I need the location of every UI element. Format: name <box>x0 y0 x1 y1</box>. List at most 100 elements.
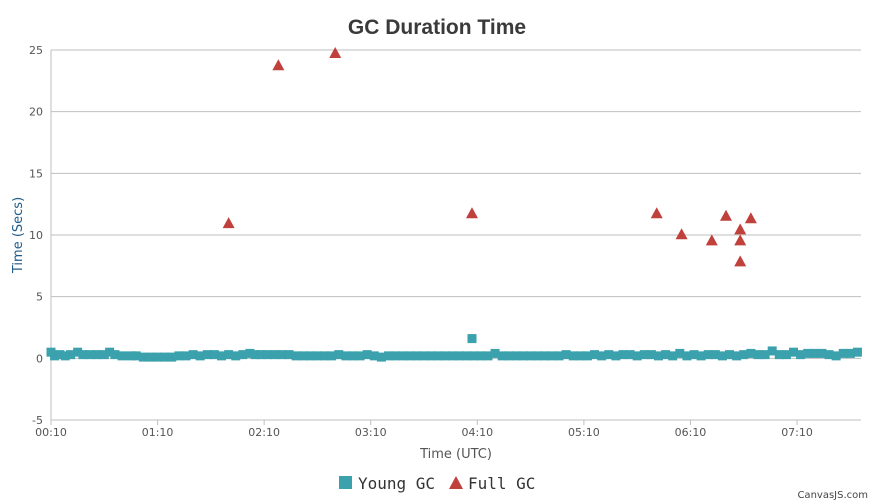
young-gc-point[interactable] <box>746 348 756 358</box>
young-gc-point[interactable] <box>327 351 337 361</box>
young-gc-point[interactable] <box>654 351 663 361</box>
young-gc-point[interactable] <box>224 350 234 360</box>
full-gc-point[interactable] <box>734 234 747 246</box>
young-gc-point[interactable] <box>838 348 848 358</box>
young-gc-point[interactable] <box>440 351 450 361</box>
young-gc-point[interactable] <box>845 348 855 358</box>
young-gc-point[interactable] <box>312 351 322 361</box>
young-gc-point[interactable] <box>462 351 472 361</box>
young-gc-point[interactable] <box>646 350 656 360</box>
young-gc-point[interactable] <box>256 350 266 360</box>
young-gc-point[interactable] <box>263 350 273 360</box>
young-gc-point[interactable] <box>639 350 649 360</box>
young-gc-point[interactable] <box>202 350 212 360</box>
young-gc-point[interactable] <box>497 351 507 361</box>
full-gc-point[interactable] <box>705 234 718 246</box>
young-gc-point[interactable] <box>66 350 76 360</box>
young-gc-point[interactable] <box>245 348 255 358</box>
young-gc-point[interactable] <box>575 351 585 361</box>
young-gc-point[interactable] <box>696 351 706 361</box>
young-gc-point[interactable] <box>817 348 827 358</box>
young-gc-point[interactable] <box>533 351 543 361</box>
young-gc-point[interactable] <box>334 350 344 360</box>
young-gc-point[interactable] <box>618 350 628 360</box>
young-gc-point[interactable] <box>739 350 749 360</box>
young-gc-point[interactable] <box>348 351 358 361</box>
young-gc-point[interactable] <box>455 351 465 361</box>
young-gc-point[interactable] <box>519 351 528 361</box>
young-gc-point[interactable] <box>767 346 777 356</box>
young-gc-point[interactable] <box>717 351 727 361</box>
young-gc-point[interactable] <box>174 351 184 361</box>
young-gc-point[interactable] <box>703 350 713 360</box>
full-gc-point[interactable] <box>675 228 688 240</box>
young-gc-point[interactable] <box>675 348 685 358</box>
young-gc-point[interactable] <box>291 351 301 361</box>
young-gc-point[interactable] <box>167 352 177 362</box>
young-gc-point[interactable] <box>384 351 393 361</box>
young-gc-point[interactable] <box>145 352 155 362</box>
young-gc-point[interactable] <box>73 347 83 357</box>
young-gc-point[interactable] <box>110 350 120 360</box>
young-gc-point[interactable] <box>547 351 557 361</box>
young-gc-point[interactable] <box>412 351 422 361</box>
young-gc-point[interactable] <box>426 351 436 361</box>
young-gc-point[interactable] <box>831 351 841 361</box>
full-gc-point[interactable] <box>744 212 757 224</box>
full-gc-point[interactable] <box>222 217 235 229</box>
young-gc-point[interactable] <box>476 351 486 361</box>
young-gc-point[interactable] <box>789 347 798 357</box>
young-gc-point[interactable] <box>284 350 294 360</box>
young-gc-point[interactable] <box>447 351 457 361</box>
young-gc-point[interactable] <box>209 350 219 360</box>
young-gc-point[interactable] <box>582 351 592 361</box>
young-gc-point[interactable] <box>419 351 429 361</box>
young-gc-point[interactable] <box>105 347 115 357</box>
young-gc-point[interactable] <box>433 351 443 361</box>
young-gc-point[interactable] <box>568 351 578 361</box>
young-gc-point[interactable] <box>188 350 198 360</box>
young-gc-point[interactable] <box>60 351 70 361</box>
young-gc-point[interactable] <box>611 351 621 361</box>
young-gc-point[interactable] <box>341 351 351 361</box>
young-gc-point[interactable] <box>391 351 401 361</box>
young-gc-point[interactable] <box>689 350 699 360</box>
young-gc-point[interactable] <box>277 350 287 360</box>
full-gc-point[interactable] <box>465 207 478 219</box>
young-gc-point[interactable] <box>483 351 493 361</box>
young-gc-point[interactable] <box>320 351 330 361</box>
young-gc-point[interactable] <box>810 348 820 358</box>
full-gc-point[interactable] <box>650 207 663 219</box>
young-gc-point[interactable] <box>369 351 379 361</box>
young-gc-point[interactable] <box>138 352 148 362</box>
young-gc-point[interactable] <box>217 351 227 361</box>
young-gc-point[interactable] <box>554 351 564 361</box>
young-gc-point[interactable] <box>774 350 784 360</box>
young-gc-point[interactable] <box>355 351 365 361</box>
young-gc-point[interactable] <box>590 350 600 360</box>
young-gc-point[interactable] <box>160 352 170 362</box>
full-gc-point[interactable] <box>720 209 732 221</box>
young-gc-point[interactable] <box>85 350 95 360</box>
young-gc-point[interactable] <box>526 351 536 361</box>
young-gc-point[interactable] <box>55 350 65 360</box>
young-gc-point[interactable] <box>511 351 521 361</box>
young-gc-point[interactable] <box>238 350 248 360</box>
young-gc-point[interactable] <box>661 350 671 360</box>
young-gc-point[interactable] <box>250 350 260 360</box>
young-gc-point[interactable] <box>682 351 692 361</box>
full-gc-point[interactable] <box>329 46 342 58</box>
young-gc-point[interactable] <box>625 350 635 360</box>
young-gc-point[interactable] <box>405 351 415 361</box>
young-gc-point[interactable] <box>376 352 386 362</box>
young-gc-point[interactable] <box>725 350 735 360</box>
young-gc-point[interactable] <box>270 350 280 360</box>
full-gc-point[interactable] <box>734 255 747 267</box>
young-gc-point[interactable] <box>195 351 205 361</box>
young-gc-point[interactable] <box>231 351 241 361</box>
young-gc-point[interactable] <box>796 350 806 360</box>
young-gc-point[interactable] <box>362 350 372 360</box>
young-gc-point[interactable] <box>117 351 127 361</box>
young-gc-point[interactable] <box>753 350 763 360</box>
full-gc-point[interactable] <box>734 223 747 235</box>
